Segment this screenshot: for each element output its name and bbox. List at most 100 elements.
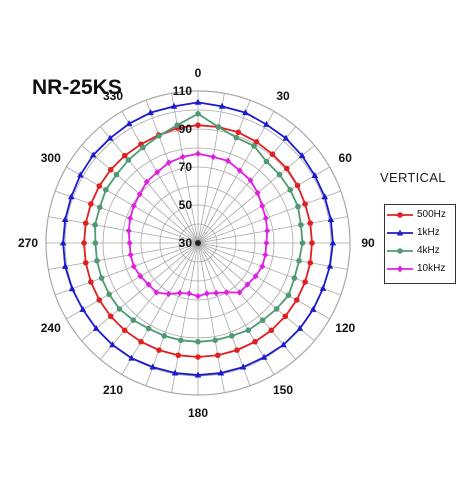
- data-point: [153, 289, 160, 296]
- data-point: [319, 284, 327, 291]
- data-point: [128, 354, 135, 361]
- legend-item-1khz: 1kHz: [385, 224, 455, 241]
- series-10khz: [125, 150, 271, 300]
- data-point: [130, 263, 137, 270]
- data-point: [309, 240, 315, 246]
- grid-spoke: [171, 242, 199, 393]
- data-point: [125, 120, 133, 127]
- data-point: [79, 305, 87, 312]
- data-point: [307, 220, 314, 227]
- radial-tick-label: 90: [179, 122, 193, 136]
- angle-label: 120: [335, 321, 355, 335]
- data-point: [259, 317, 266, 323]
- data-point: [116, 306, 123, 312]
- data-point: [145, 325, 152, 332]
- angle-label: 180: [188, 406, 208, 420]
- legend-swatch-500hz: [387, 211, 413, 218]
- data-point: [242, 109, 249, 116]
- data-point: [296, 258, 302, 264]
- data-point: [165, 290, 172, 298]
- series-4khz: [92, 111, 306, 345]
- data-point: [165, 159, 172, 166]
- radial-tick-label: 30: [179, 236, 193, 250]
- angle-label: 60: [339, 151, 353, 165]
- legend-label: 500Hz: [417, 209, 446, 220]
- legend-swatch-1khz: [387, 229, 413, 235]
- data-point: [195, 122, 201, 128]
- data-point: [285, 292, 292, 299]
- grid-spoke: [197, 111, 275, 244]
- data-point: [106, 134, 114, 141]
- data-point: [92, 222, 98, 228]
- data-point: [178, 337, 184, 344]
- data-point: [239, 363, 247, 370]
- data-point: [126, 239, 133, 247]
- grid-spoke: [171, 93, 199, 244]
- data-point: [215, 124, 222, 130]
- data-point: [195, 339, 201, 345]
- data-point: [321, 193, 329, 200]
- grid-spoke: [197, 242, 275, 375]
- data-point: [268, 327, 275, 334]
- grid-spoke: [99, 242, 199, 360]
- data-point: [94, 258, 100, 264]
- data-point: [245, 327, 252, 334]
- orientation-label: VERTICAL: [380, 170, 446, 185]
- series-layer: [59, 98, 337, 378]
- data-point: [213, 289, 220, 297]
- data-point: [259, 263, 266, 270]
- data-point: [262, 215, 269, 222]
- data-point: [194, 98, 202, 105]
- data-point: [96, 297, 103, 303]
- data-point: [228, 333, 235, 339]
- data-point: [291, 275, 298, 281]
- data-point: [170, 102, 178, 109]
- data-point: [253, 139, 260, 145]
- data-point: [195, 293, 201, 300]
- grid-spoke: [145, 100, 199, 244]
- data-point: [210, 153, 217, 161]
- data-point: [113, 171, 120, 178]
- angle-label: 30: [276, 89, 290, 103]
- data-point: [236, 167, 243, 174]
- grid-spoke: [48, 216, 199, 244]
- legend-item-500hz: 500Hz: [385, 206, 455, 223]
- data-point: [283, 165, 290, 172]
- data-point: [127, 215, 134, 222]
- legend-label: 1kHz: [417, 227, 440, 238]
- data-point: [195, 354, 201, 360]
- data-point: [263, 120, 270, 127]
- data-point: [194, 371, 202, 378]
- legend: 500Hz 1kHz 4kHz 10kHz: [384, 204, 456, 284]
- grid-spoke: [197, 242, 251, 386]
- data-point: [254, 189, 261, 197]
- data-point: [186, 290, 193, 297]
- data-point: [89, 151, 97, 158]
- grid-spoke: [197, 242, 341, 296]
- data-point: [130, 202, 137, 210]
- legend-item-4khz: 4kHz: [385, 242, 455, 259]
- data-point: [269, 151, 276, 158]
- data-point: [107, 313, 114, 320]
- chart-title: NR-25KS: [32, 76, 122, 99]
- data-point: [121, 327, 128, 334]
- data-point: [96, 183, 103, 189]
- data-point: [92, 240, 99, 246]
- data-point: [280, 341, 287, 348]
- data-point: [294, 182, 301, 189]
- data-point: [127, 251, 134, 259]
- data-point: [302, 279, 308, 285]
- data-point: [107, 166, 114, 173]
- grid-spoke: [55, 242, 199, 296]
- data-point: [298, 152, 306, 159]
- grid-spoke: [197, 93, 225, 244]
- data-point: [109, 341, 116, 348]
- data-point: [137, 273, 144, 280]
- radial-tick-label: 110: [173, 84, 193, 98]
- data-point: [179, 153, 186, 161]
- data-point: [259, 202, 266, 210]
- data-point: [140, 144, 146, 151]
- legend-item-10khz: 10kHz: [385, 260, 455, 277]
- data-point: [195, 111, 201, 117]
- data-point: [98, 275, 105, 281]
